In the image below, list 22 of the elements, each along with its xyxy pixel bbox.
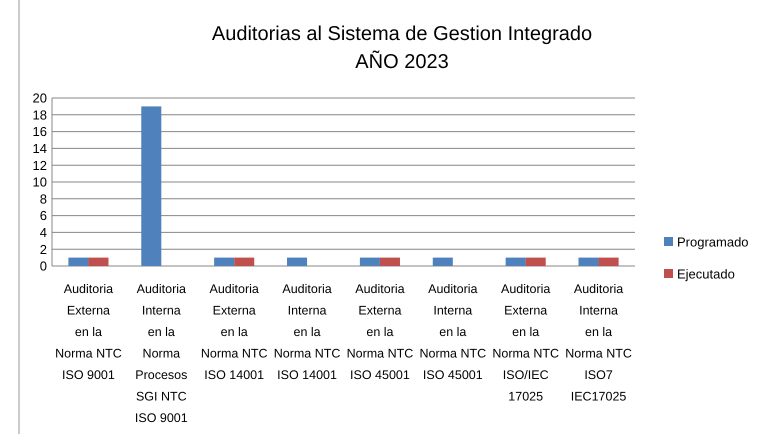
x-tick-label: Auditoria Interna en la Norma NTC ISO 14001 <box>274 282 340 382</box>
x-tick-label: Auditoria Externa en la Norma NTC ISO 45001 <box>346 282 414 382</box>
x-tick-label: Auditoria Externa en la Norma NTC ISO 9001 <box>55 282 122 382</box>
y-tick-label: 8 <box>40 191 47 206</box>
y-tick-label: 2 <box>40 242 47 257</box>
y-tick-label: 10 <box>32 174 47 190</box>
y-tick-label: 14 <box>32 140 47 156</box>
x-tick-label: Auditoria Interna en la Norma Procesos SGI NTC ISO 9001 <box>134 282 188 425</box>
legend-label: Ejecutado <box>677 266 735 282</box>
legend-label: Programado <box>677 234 749 250</box>
y-tick-label: 6 <box>40 208 47 224</box>
y-tick-label: 20 <box>32 90 47 106</box>
y-tick-label: 0 <box>40 258 47 274</box>
x-tick-label: Auditoria Externa en la Norma NTC ISO/IEC 17025 <box>492 282 560 404</box>
x-tick-label: Auditoria Interna en la Norma NTC ISO 45001 <box>419 282 486 382</box>
y-tick-label: 18 <box>32 107 47 122</box>
x-tick-label: Auditoria Interna en la Norma NTC ISO7 IEC17025 <box>565 282 632 404</box>
y-tick-label: 16 <box>32 124 47 140</box>
y-tick-label: 4 <box>40 224 47 240</box>
chart-title: Auditorias al Sistema de Gestion Integrado AÑO 2023 <box>212 23 592 73</box>
x-tick-label: Auditoria Externa en la Norma NTC ISO 14001 <box>200 282 268 382</box>
y-tick-label: 12 <box>32 158 47 173</box>
